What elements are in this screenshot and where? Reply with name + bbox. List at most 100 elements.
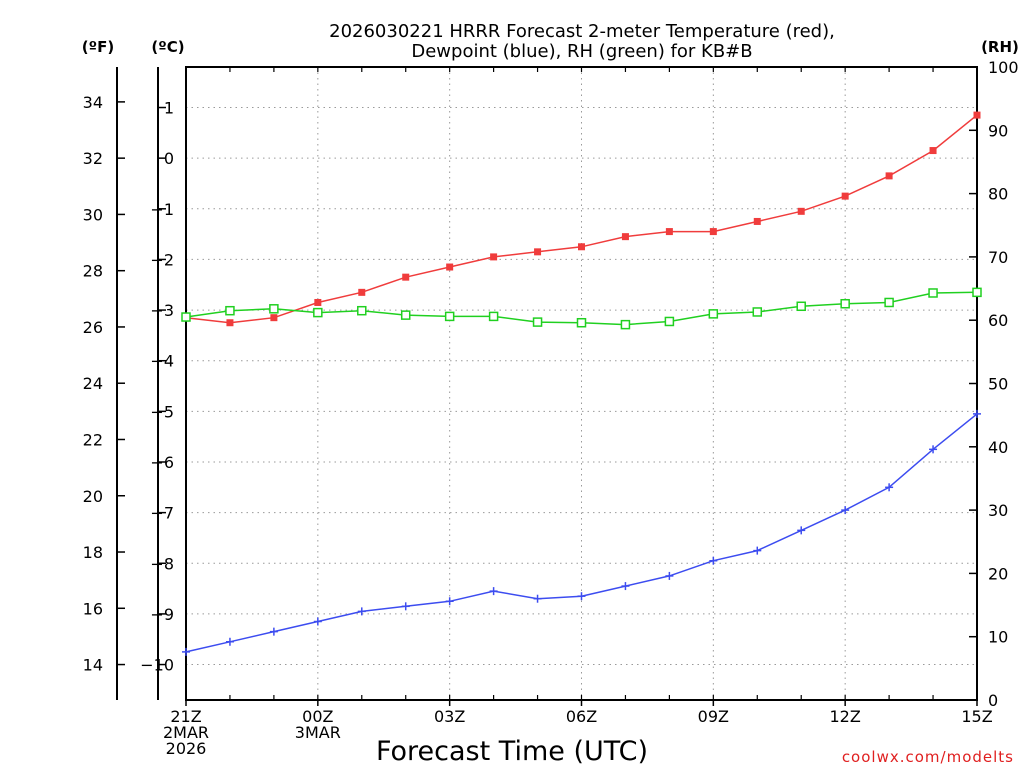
celsius-tick-label: −6	[150, 453, 174, 472]
temperature-point	[885, 172, 893, 180]
rh-point	[620, 319, 631, 330]
fahrenheit-tick-label: 34	[83, 93, 103, 112]
rh-point	[225, 305, 235, 316]
celsius-tick-label: −1	[150, 200, 174, 219]
rh-point	[444, 311, 455, 322]
celsius-tick-label: −7	[150, 504, 174, 523]
rh-tick-label: 30	[988, 501, 1008, 520]
temperature-point	[578, 243, 585, 251]
rh-point	[708, 309, 719, 319]
celsius-tick-label: −3	[150, 301, 174, 320]
rh-tick-label: 10	[988, 628, 1008, 647]
rh-point	[928, 288, 938, 298]
x-tick-label: 15Z	[961, 707, 992, 726]
rh-tick-label: 20	[988, 564, 1008, 583]
dewpoint-point	[313, 617, 322, 626]
temperature-point	[490, 253, 498, 261]
credit-text: coolwx.com/modelts	[842, 748, 1014, 766]
axis-ticks: 10−1−2−3−4−5−6−7−8−9−1034323028262422201…	[83, 58, 1019, 758]
dewpoint-point	[709, 556, 718, 565]
dewpoint-point	[753, 546, 762, 555]
celsius-tick-label: −5	[150, 402, 174, 421]
temperature-point	[929, 147, 937, 155]
x-tick-label: 00Z	[302, 707, 333, 726]
fahrenheit-tick-label: 18	[83, 543, 103, 562]
x-tick-label: 12Z	[830, 707, 861, 726]
rh-point	[400, 310, 411, 320]
celsius-tick-label: −4	[150, 352, 174, 371]
celsius-axis-label: (ºC)	[151, 38, 184, 56]
dewpoint-point	[665, 571, 674, 580]
rh-tick-label: 40	[988, 438, 1008, 457]
temperature-point	[709, 228, 717, 236]
rh-axis-label: (RH)	[981, 38, 1019, 56]
dewpoint-point	[973, 409, 981, 418]
dewpoint-point	[357, 607, 366, 616]
fahrenheit-tick-label: 30	[83, 205, 103, 224]
temperature-point	[358, 288, 366, 296]
fahrenheit-tick-label: 14	[83, 656, 103, 675]
celsius-tick-label: 1	[164, 99, 174, 118]
rh-tick-label: 50	[988, 375, 1008, 394]
dewpoint-point	[182, 647, 190, 656]
rh-tick-label: 70	[988, 248, 1008, 267]
dewpoint-point	[533, 594, 542, 603]
rh-point	[840, 298, 850, 309]
grid-lines	[186, 67, 977, 700]
rh-point	[664, 316, 675, 327]
x-tick-label: 06Z	[566, 707, 597, 726]
rh-point	[269, 304, 279, 314]
dewpoint-point	[797, 526, 806, 535]
dewpoint-point	[225, 637, 234, 646]
temperature-point	[841, 192, 849, 200]
dewpoint-point	[929, 445, 938, 454]
fahrenheit-tick-label: 32	[83, 149, 103, 168]
rh-point	[488, 311, 499, 322]
dewpoint-point	[489, 587, 498, 596]
rh-tick-label: 60	[988, 311, 1008, 330]
x-tick-label: 2MAR	[163, 723, 209, 742]
x-tick-label: 09Z	[698, 707, 729, 726]
temperature-point	[534, 248, 542, 256]
temperature-point	[402, 273, 410, 281]
fahrenheit-tick-label: 20	[83, 487, 103, 506]
temperature-point	[797, 207, 805, 215]
temperature-point	[226, 319, 234, 327]
x-tick-label: 2026	[166, 739, 207, 758]
x-tick-label: 03Z	[434, 707, 465, 726]
celsius-tick-label: −9	[150, 605, 174, 624]
fahrenheit-tick-label: 24	[83, 374, 103, 393]
dewpoint-line	[185, 413, 978, 653]
rh-point	[576, 317, 587, 328]
fahrenheit-tick-label: 26	[83, 318, 103, 337]
dewpoint-point	[445, 597, 454, 606]
fahrenheit-axis-label: (ºF)	[82, 38, 114, 56]
temperature-point	[314, 298, 322, 306]
dewpoint-point	[841, 506, 850, 515]
x-tick-label: 3MAR	[295, 723, 341, 742]
rh-point	[884, 297, 894, 308]
fahrenheit-tick-label: 16	[83, 599, 103, 618]
rh-point	[532, 317, 543, 327]
dewpoint-point	[621, 582, 630, 591]
temperature-point	[665, 228, 673, 236]
series-layer	[181, 111, 982, 656]
celsius-tick-label: −8	[150, 554, 174, 573]
rh-point	[752, 307, 763, 317]
fahrenheit-tick-label: 22	[83, 430, 103, 449]
rh-point	[313, 307, 323, 318]
temperature-point	[270, 314, 278, 322]
rh-tick-label: 80	[988, 185, 1008, 204]
celsius-tick-label: −2	[150, 250, 174, 269]
fahrenheit-tick-label: 28	[83, 262, 103, 281]
dewpoint-point	[885, 483, 894, 492]
chart-title-line-1: 2026030221 HRRR Forecast 2-meter Tempera…	[329, 21, 835, 42]
rh-tick-label: 0	[988, 691, 998, 710]
celsius-tick-label: −10	[140, 656, 174, 675]
rh-point	[972, 287, 982, 298]
dewpoint-point	[269, 627, 278, 636]
rh-tick-label: 100	[988, 58, 1019, 77]
dewpoint-point	[401, 602, 410, 611]
chart-title-line-2: Dewpoint (blue), RH (green) for KB#B	[411, 41, 752, 62]
temperature-point	[621, 233, 629, 241]
